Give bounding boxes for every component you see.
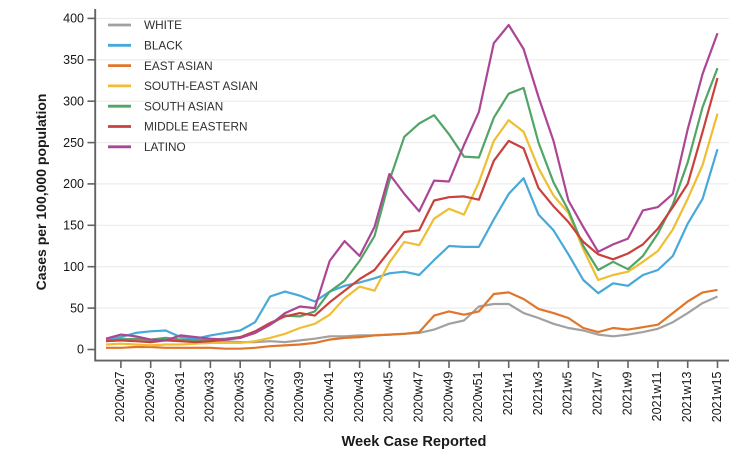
svg-text:250: 250 xyxy=(63,136,84,150)
svg-text:2020w43: 2020w43 xyxy=(352,371,366,422)
svg-text:150: 150 xyxy=(63,219,84,233)
svg-text:2020w37: 2020w37 xyxy=(262,371,276,422)
svg-text:2021w15: 2021w15 xyxy=(710,371,724,422)
svg-text:2020w33: 2020w33 xyxy=(203,371,217,422)
svg-text:2020w41: 2020w41 xyxy=(322,371,336,422)
svg-text:50: 50 xyxy=(70,301,84,315)
svg-text:2021w5: 2021w5 xyxy=(561,371,575,415)
svg-text:SOUTH ASIAN: SOUTH ASIAN xyxy=(144,99,223,113)
svg-text:2020w31: 2020w31 xyxy=(173,371,187,422)
svg-text:Cases per 100,000 population: Cases per 100,000 population xyxy=(33,94,49,291)
svg-text:200: 200 xyxy=(63,177,84,191)
svg-text:2020w51: 2020w51 xyxy=(471,371,485,422)
svg-text:2021w9: 2021w9 xyxy=(620,371,634,415)
svg-text:400: 400 xyxy=(63,12,84,26)
svg-text:2020w39: 2020w39 xyxy=(292,371,306,422)
svg-text:2021w7: 2021w7 xyxy=(590,371,604,415)
svg-text:2020w35: 2020w35 xyxy=(232,371,246,422)
svg-text:300: 300 xyxy=(63,94,84,108)
svg-text:2021w13: 2021w13 xyxy=(680,371,694,422)
svg-text:2021w3: 2021w3 xyxy=(531,371,545,415)
svg-text:2021w1: 2021w1 xyxy=(501,371,515,415)
svg-text:BLACK: BLACK xyxy=(144,39,183,53)
svg-text:2020w45: 2020w45 xyxy=(382,371,396,422)
svg-text:LATINO: LATINO xyxy=(144,140,186,154)
svg-text:0: 0 xyxy=(77,343,84,357)
svg-text:WHITE: WHITE xyxy=(144,18,182,32)
svg-text:Week Case Reported: Week Case Reported xyxy=(342,434,487,450)
svg-text:2020w29: 2020w29 xyxy=(143,371,157,422)
svg-text:2021w11: 2021w11 xyxy=(650,371,664,421)
svg-text:2020w47: 2020w47 xyxy=(411,371,425,422)
svg-text:350: 350 xyxy=(63,53,84,67)
svg-text:MIDDLE EASTERN: MIDDLE EASTERN xyxy=(144,120,248,134)
svg-text:100: 100 xyxy=(63,260,84,274)
svg-text:2020w49: 2020w49 xyxy=(441,371,455,422)
svg-text:EAST ASIAN: EAST ASIAN xyxy=(144,59,213,73)
svg-text:SOUTH-EAST ASIAN: SOUTH-EAST ASIAN xyxy=(144,79,258,93)
svg-text:2020w27: 2020w27 xyxy=(113,371,127,422)
